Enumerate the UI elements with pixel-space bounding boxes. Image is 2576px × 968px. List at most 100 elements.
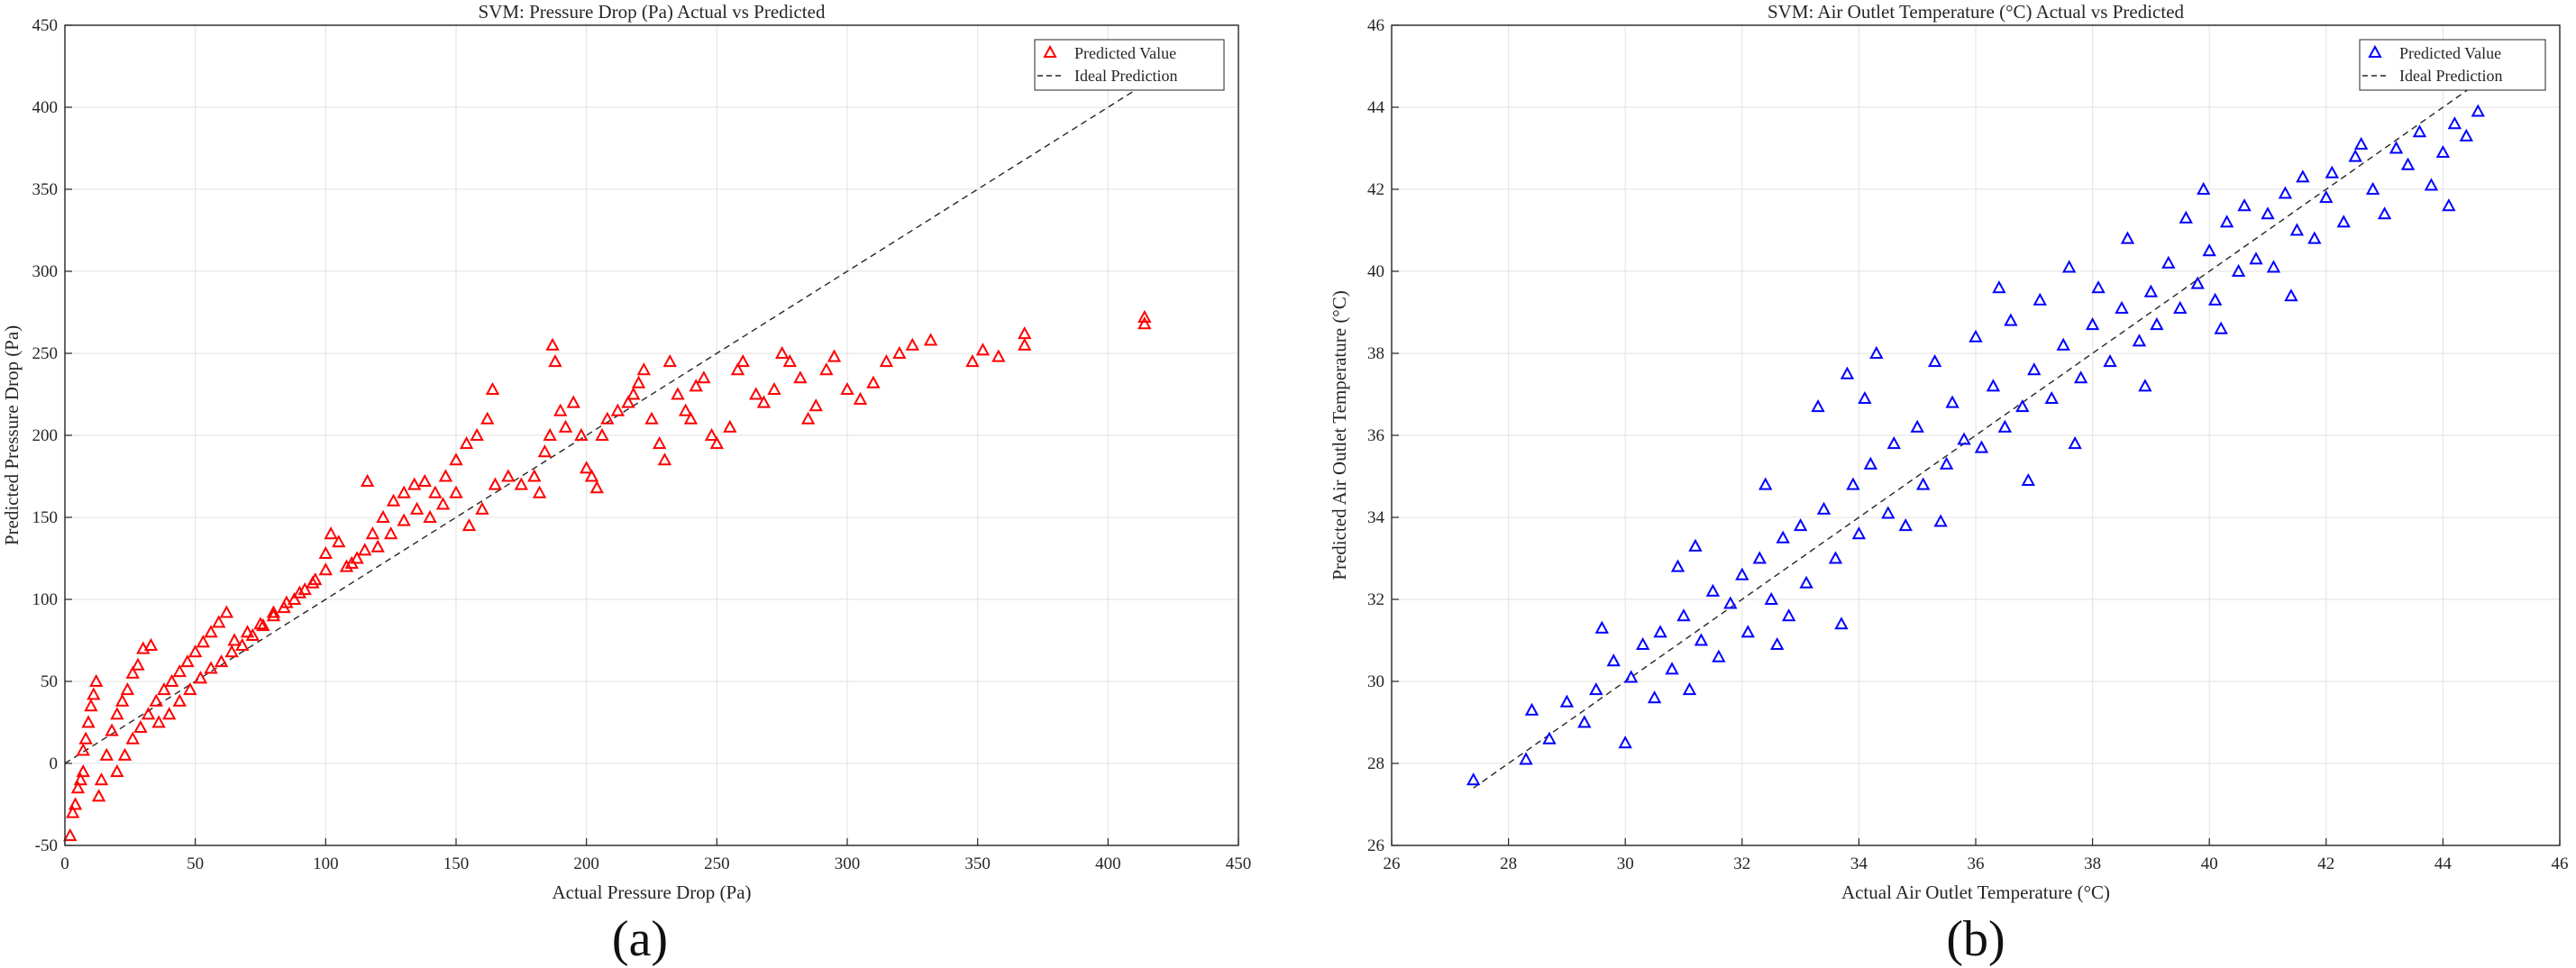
chart-a-ytick-label-8: 350 bbox=[32, 180, 59, 199]
chart-a-legend: Predicted Value Ideal Prediction bbox=[1034, 39, 1225, 91]
chart-b-point-85 bbox=[2348, 149, 2362, 162]
chart-a-point-72 bbox=[407, 477, 422, 490]
chart-b-point-84 bbox=[2336, 215, 2351, 228]
chart-a-point-79 bbox=[480, 411, 495, 425]
chart-a-point-51 bbox=[287, 591, 302, 605]
chart-b-point-36 bbox=[1869, 345, 1884, 359]
chart-a-point-108 bbox=[595, 427, 609, 441]
chart-a-xlabel: Actual Pressure Drop (Pa) bbox=[552, 881, 751, 903]
chart-a-point-94 bbox=[514, 477, 529, 490]
chart-a-point-148 bbox=[991, 349, 1006, 362]
chart-a-point-99 bbox=[545, 337, 560, 351]
chart-a-ytick-label-2: 50 bbox=[41, 672, 58, 691]
chart-a-point-88 bbox=[435, 497, 451, 510]
chart-a-point-152 bbox=[1137, 309, 1152, 323]
chart-b-point-10 bbox=[1635, 636, 1650, 651]
chart-b-legend-label-predicted: Predicted Value bbox=[2399, 44, 2501, 62]
chart-a-ytick-label-3: 100 bbox=[32, 590, 59, 609]
chart-b-legend-label-ideal: Ideal Prediction bbox=[2399, 67, 2502, 85]
chart-a-point-4 bbox=[73, 772, 88, 786]
chart-a-point-29 bbox=[157, 682, 171, 696]
chart-b-point-93 bbox=[2435, 144, 2451, 159]
chart-b-point-46 bbox=[1969, 329, 1983, 342]
chart-a-point-111 bbox=[621, 395, 635, 408]
chart-a-ticks: 0 50 100 150 200 250 300 350 400 450-500501001502… bbox=[32, 16, 1252, 873]
chart-b-point-52 bbox=[2027, 362, 2042, 376]
chart-b-point-88 bbox=[2377, 206, 2392, 220]
chart-b-point-69 bbox=[2190, 276, 2205, 289]
chart-b-point-103 bbox=[2068, 436, 2082, 450]
chart-b-point-73 bbox=[2231, 263, 2246, 277]
chart-a-point-137 bbox=[819, 362, 834, 376]
chart-a-point-127 bbox=[730, 362, 745, 376]
chart-b-point-18 bbox=[1712, 649, 1726, 662]
chart-b-points bbox=[1466, 104, 2485, 786]
chart-b-point-97 bbox=[2471, 104, 2485, 117]
chart-a-point-45 bbox=[224, 644, 239, 658]
chart-a-point-86 bbox=[409, 501, 425, 515]
chart-b-point-5 bbox=[1577, 715, 1592, 728]
chart-b-point-24 bbox=[1764, 591, 1778, 605]
chart-a-point-109 bbox=[600, 411, 615, 425]
chart-a-point-135 bbox=[800, 411, 816, 425]
chart-b-point-89 bbox=[2389, 141, 2404, 154]
chart-a-point-134 bbox=[793, 370, 808, 384]
chart-a-point-131 bbox=[767, 381, 781, 396]
chart-a-ytick-label-4: 150 bbox=[32, 508, 59, 527]
chart-b-point-54 bbox=[2044, 390, 2059, 405]
chart-a-point-23 bbox=[110, 764, 124, 778]
chart-a-point-68 bbox=[365, 526, 380, 540]
chart-b-point-17 bbox=[1705, 583, 1721, 597]
chart-b-point-6 bbox=[1589, 682, 1603, 696]
chart-a-point-120 bbox=[678, 403, 693, 416]
chart-b-point-30 bbox=[1816, 501, 1832, 515]
chart-a: 0 50 100 150 200 250 300 350 400 450-500501001502… bbox=[1, 1, 1251, 903]
chart-b-point-87 bbox=[2365, 181, 2380, 195]
chart-a-xtick-label-9: 450 bbox=[1226, 854, 1252, 873]
chart-a-point-147 bbox=[975, 342, 991, 356]
chart-a-point-35 bbox=[204, 625, 218, 638]
chart-b-point-66 bbox=[2161, 255, 2176, 269]
chart-a-point-36 bbox=[212, 615, 226, 628]
chart-b-point-94 bbox=[2442, 198, 2456, 212]
chart-a-point-90 bbox=[461, 518, 477, 532]
chart-a-xtick-label-6: 300 bbox=[835, 854, 861, 873]
chart-a-point-141 bbox=[866, 375, 881, 388]
chart-b-point-37 bbox=[1881, 506, 1895, 519]
chart-a-point-78 bbox=[470, 427, 484, 441]
chart-b-point-62 bbox=[2120, 231, 2135, 244]
chart-a-point-84 bbox=[383, 526, 398, 540]
chart-b-point-28 bbox=[1799, 575, 1813, 589]
chart-a-point-115 bbox=[644, 411, 659, 425]
chart-b-point-22 bbox=[1752, 551, 1767, 564]
chart-a-point-101 bbox=[553, 403, 568, 416]
chart-a-point-132 bbox=[774, 345, 790, 359]
chart-a-point-97 bbox=[537, 444, 553, 458]
chart-a-point-32 bbox=[180, 654, 195, 668]
chart-a-point-77 bbox=[459, 436, 474, 450]
chart-a-point-28 bbox=[149, 693, 163, 707]
panel-label-a: (a) bbox=[612, 911, 668, 967]
chart-a-legend-marker bbox=[1043, 44, 1057, 58]
chart-a-point-44 bbox=[214, 654, 229, 668]
chart-a-xtick-label-5: 250 bbox=[704, 854, 730, 873]
chart-b-point-99 bbox=[1769, 636, 1785, 651]
chart-a-point-130 bbox=[756, 395, 772, 408]
chart-a-point-150 bbox=[1018, 326, 1032, 340]
chart-a-point-82 bbox=[360, 473, 375, 487]
chart-a-point-145 bbox=[923, 333, 938, 346]
chart-a-point-63 bbox=[324, 526, 338, 540]
chart-b-point-31 bbox=[1828, 551, 1843, 564]
chart-a-point-47 bbox=[245, 627, 260, 642]
chart-b-point-75 bbox=[2249, 251, 2263, 265]
chart-a-point-25 bbox=[125, 731, 140, 744]
chart-b-point-14 bbox=[1676, 608, 1691, 622]
chart-a-points bbox=[63, 309, 1152, 842]
chart-a-xtick-label-4: 200 bbox=[573, 854, 599, 873]
chart-a-point-11 bbox=[89, 673, 104, 687]
chart-a-point-17 bbox=[114, 693, 130, 707]
chart-a-point-110 bbox=[610, 403, 626, 416]
chart-a-point-30 bbox=[164, 673, 179, 687]
chart-b-point-67 bbox=[2173, 300, 2188, 314]
chart-b-point-15 bbox=[1682, 682, 1697, 696]
